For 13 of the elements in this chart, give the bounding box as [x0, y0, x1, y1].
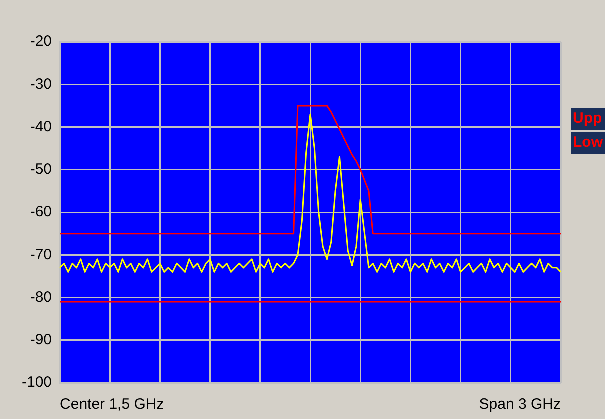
- y-tick-label: -90: [30, 332, 52, 349]
- text: Span 3 GHz: [479, 396, 561, 414]
- y-tick-label: -100: [22, 374, 52, 392]
- y-tick-label: -60: [30, 204, 52, 221]
- y-tick-label: -40: [30, 118, 52, 136]
- y-tick-label: -70: [30, 246, 52, 264]
- text: Low: [571, 132, 605, 154]
- y-tick-label: -20: [30, 33, 52, 50]
- y-tick-label: -80: [30, 288, 52, 306]
- text: Center 1,5 GHz: [60, 396, 164, 414]
- y-tick-label: -30: [30, 76, 52, 93]
- text: Upp: [571, 108, 605, 130]
- y-tick-label: -50: [30, 161, 52, 178]
